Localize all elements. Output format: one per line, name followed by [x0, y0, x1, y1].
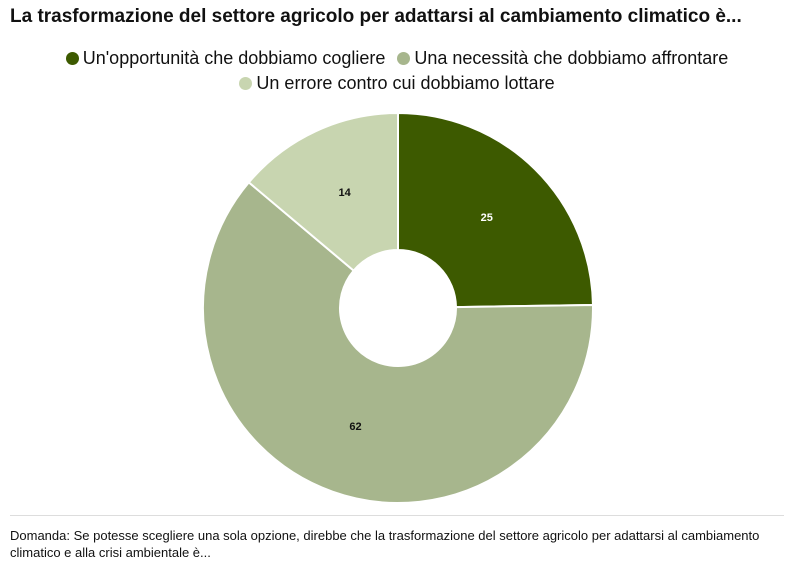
- legend-item: Un errore contro cui dobbiamo lottare: [239, 71, 555, 96]
- legend: Un'opportunità che dobbiamo cogliere Una …: [12, 46, 782, 96]
- pie-slice: [397, 111, 594, 309]
- legend-label: Un errore contro cui dobbiamo lottare: [256, 73, 555, 93]
- chart-title: La trasformazione del settore agricolo p…: [10, 6, 742, 27]
- pie-slice: [247, 111, 399, 273]
- pie-slice: [202, 180, 594, 504]
- footnote: Domanda: Se potesse scegliere una sola o…: [10, 528, 760, 560]
- legend-swatch: [397, 52, 411, 65]
- legend-label: Un'opportunità che dobbiamo cogliere: [82, 48, 386, 68]
- legend-item: Una necessità che dobbiamo affrontare: [397, 46, 728, 71]
- legend-swatch: [239, 77, 253, 90]
- legend-swatch: [65, 52, 79, 65]
- legend-label: Una necessità che dobbiamo affrontare: [414, 48, 729, 68]
- data-label: 25: [481, 212, 493, 224]
- chart: 25 62 14: [202, 111, 594, 504]
- legend-item: Un'opportunità che dobbiamo cogliere: [65, 46, 386, 71]
- divider: [10, 515, 784, 516]
- data-label: 14: [339, 187, 352, 199]
- data-label: 62: [349, 421, 361, 433]
